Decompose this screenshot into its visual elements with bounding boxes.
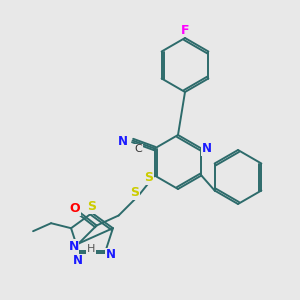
Text: C: C <box>135 145 142 154</box>
Text: N: N <box>106 248 116 261</box>
Text: N: N <box>201 142 212 155</box>
Text: N: N <box>68 240 79 253</box>
Text: S: S <box>130 186 139 199</box>
Text: N: N <box>73 254 83 267</box>
Text: O: O <box>69 202 80 215</box>
Text: N: N <box>118 135 128 148</box>
Text: S: S <box>144 171 153 184</box>
Text: H: H <box>87 244 95 254</box>
Text: S: S <box>88 200 97 214</box>
Text: F: F <box>181 23 189 37</box>
